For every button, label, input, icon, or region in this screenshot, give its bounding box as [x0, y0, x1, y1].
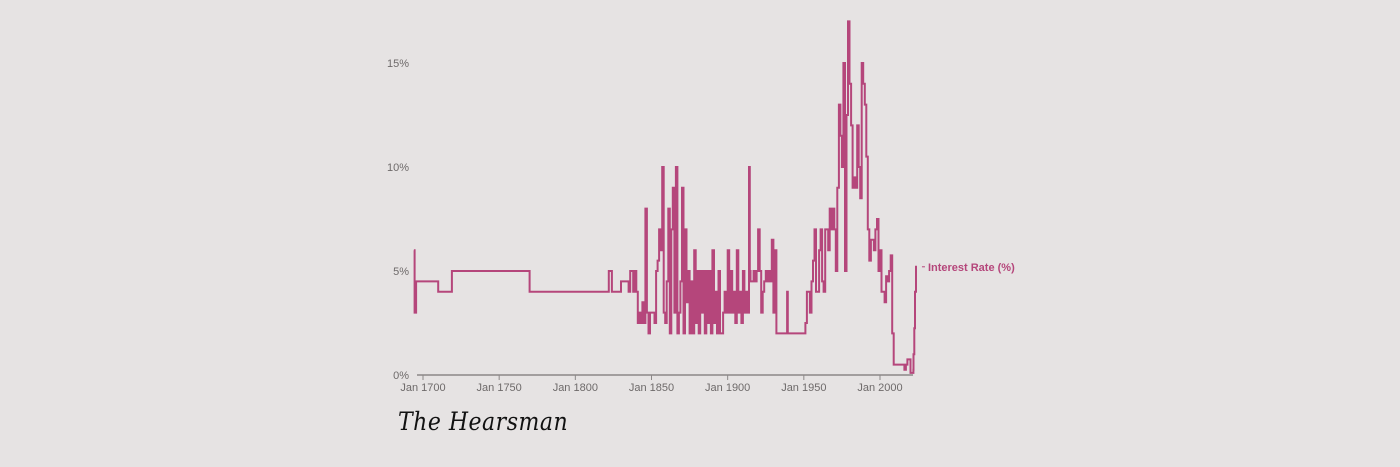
x-tick-label: Jan 1950 [781, 382, 826, 394]
author-signature: The Hearsman [398, 408, 569, 437]
x-axis-ticks: Jan 1700 Jan 1750 Jan 1800 Jan 1850 Jan 1900… [400, 375, 903, 394]
interest-rate-line [413, 20, 917, 374]
x-tick-label: Jan 1900 [705, 382, 750, 394]
y-tick-label: 10% [387, 162, 409, 174]
x-tick-label: Jan 1800 [553, 382, 598, 394]
series-label: Interest Rate (%) [928, 262, 1015, 274]
y-tick-label: 0% [393, 370, 409, 382]
x-tick-label: Jan 1750 [477, 382, 522, 394]
x-tick-label: Jan 1700 [400, 382, 445, 394]
y-tick-label: 15% [387, 58, 409, 70]
x-tick-label: Jan 2000 [857, 382, 902, 394]
y-tick-label: 5% [393, 266, 409, 278]
x-tick-label: Jan 1850 [629, 382, 674, 394]
y-axis-ticks: 0% 5% 10% 15% [387, 58, 409, 382]
